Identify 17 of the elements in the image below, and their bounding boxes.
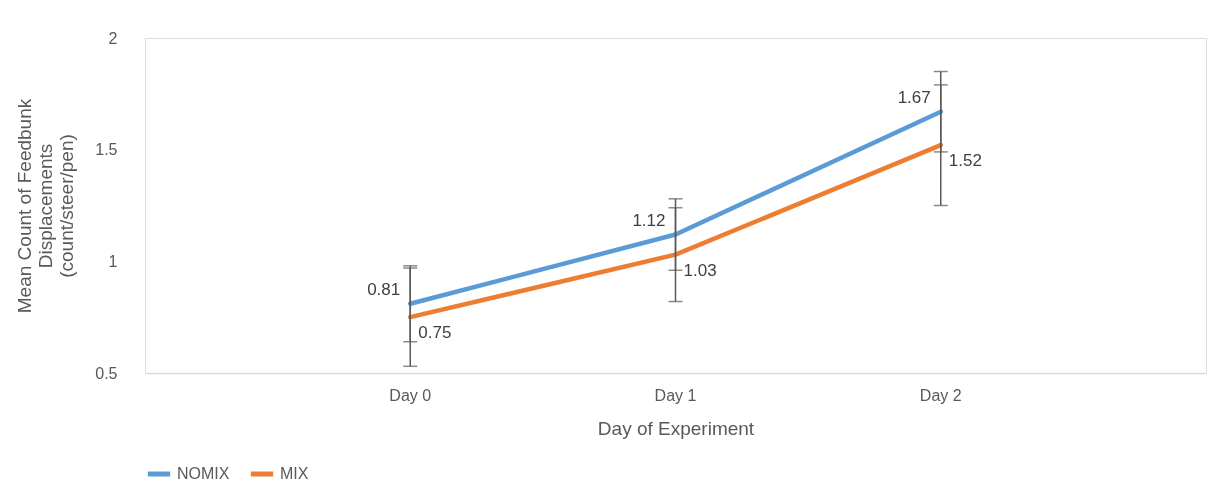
data-label: 1.67 (897, 87, 931, 107)
data-label: 1.03 (683, 260, 717, 280)
y-axis-title: Mean Count of Feedbunk Displacements (count/steer/pen) (14, 98, 78, 314)
x-tick-label: Day 0 (389, 386, 432, 404)
data-label: 0.75 (418, 323, 452, 343)
legend-label: NOMIX (177, 465, 230, 482)
x-axis-title: Day of Experiment (597, 417, 755, 439)
y-tick-label: 0.5 (95, 364, 118, 382)
y-tick-label: 2 (108, 29, 118, 47)
data-label: 1.52 (948, 151, 982, 171)
x-tick-label: Day 2 (919, 386, 962, 404)
y-tick-label: 1.5 (95, 141, 118, 159)
legend-label: MIX (280, 465, 309, 482)
data-label: 1.12 (632, 210, 666, 230)
data-label: 0.81 (367, 279, 401, 299)
x-tick-label: Day 1 (654, 386, 697, 404)
y-tick-label: 1 (108, 252, 118, 270)
